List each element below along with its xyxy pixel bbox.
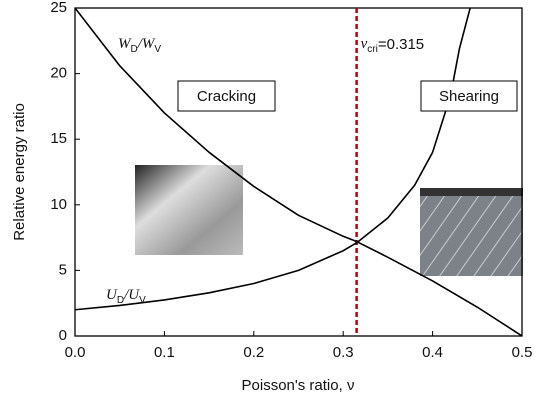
y-tick-label: 5	[59, 261, 67, 278]
x-tick-label: 0.3	[333, 344, 354, 361]
x-tick-label: 0.0	[65, 344, 86, 361]
series-label-part: /U	[123, 287, 140, 303]
inset-image-edge	[420, 188, 523, 196]
series-label-part: V	[139, 295, 146, 306]
y-axis-label: Relative energy ratio	[11, 103, 28, 241]
y-tick-label: 10	[50, 196, 67, 213]
inset-image-shearing	[420, 188, 523, 276]
y-tick-label: 25	[50, 0, 67, 16]
series-label-part: V	[154, 44, 161, 55]
x-tick-label: 0.1	[154, 344, 175, 361]
series-label-part: D	[117, 295, 124, 306]
inset-image-cracking	[135, 165, 243, 255]
critical-label-part: cri	[367, 44, 378, 55]
critical-label-part: =0.315	[378, 36, 424, 53]
x-axis-label: Poisson's ratio, ν	[242, 377, 355, 394]
critical-label-part: ν	[361, 36, 368, 52]
annotation-box	[420, 80, 518, 112]
data-line	[75, 8, 522, 336]
series-label: UD/UV	[106, 287, 146, 305]
critical-label: νcri=0.315	[361, 36, 425, 55]
annotation-text: Shearing	[439, 88, 499, 105]
x-tick-label: 0.4	[422, 344, 443, 361]
x-tick-label: 0.2	[243, 344, 264, 361]
series-label-part: W	[118, 36, 132, 52]
annotation-text: Cracking	[197, 88, 256, 105]
series-label-part: /W	[137, 36, 156, 52]
y-tick-label: 0	[59, 327, 67, 344]
series-label-part: D	[131, 44, 138, 55]
annotation-box	[177, 80, 276, 112]
y-tick-label: 15	[50, 130, 67, 147]
x-tick-label: 0.5	[512, 344, 533, 361]
series-label: WD/WV	[118, 36, 161, 54]
y-tick-label: 20	[50, 65, 67, 82]
series-label-part: U	[106, 287, 118, 303]
plot-frame	[74, 7, 523, 337]
